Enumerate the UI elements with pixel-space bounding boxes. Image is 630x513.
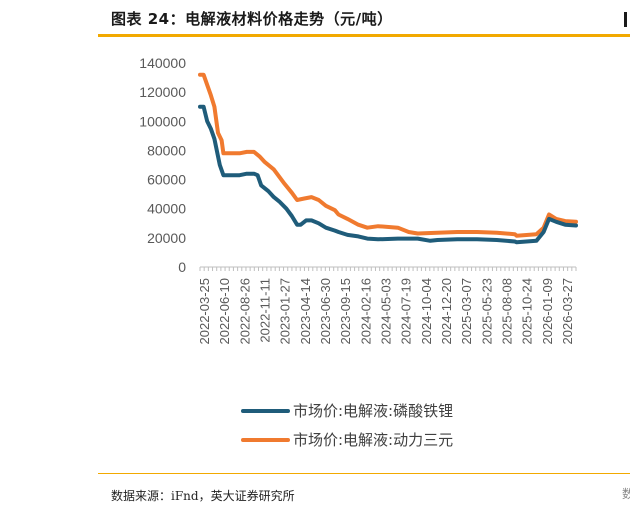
y-tick-label: 40000 [147,201,186,217]
series-line-ncm [198,72,578,238]
x-tick-label: 2024-07-19 [399,278,414,345]
y-tick-label: 80000 [147,142,186,158]
y-axis-labels: 0 20000 40000 60000 80000 100000 120000 140000 [139,55,186,275]
y-tick-label: 0 [178,259,186,275]
cropped-footer-fragment: 数 [622,487,630,501]
x-tick-label: 2022-03-25 [197,278,212,345]
figure-title: 图表 24：电解液材料价格走势（元/吨） [111,10,393,28]
footer-rule [98,473,630,474]
series-line-lfp [198,104,578,245]
legend-label: 市场价:电解液:动力三元 [293,431,453,449]
y-tick-label: 60000 [147,172,186,188]
x-tick-label: 2023-04-14 [298,278,313,345]
x-tick-label: 2022-06-10 [217,278,232,345]
x-tick-label: 2023-09-15 [338,278,353,345]
x-tick-label: 2026-01-09 [540,278,555,345]
x-tick-label: 2024-12-20 [439,278,454,345]
x-tick-label: 2025-10-24 [520,278,535,345]
source-note: 数据来源：iFnd，英大证券研究所 [111,489,295,503]
x-tick-label: 2024-02-16 [358,278,373,345]
x-tick-label: 2025-03-07 [459,278,474,345]
right-edge-marker [624,12,627,27]
x-tick-label: 2022-08-26 [237,278,252,345]
x-axis-labels: 2022-03-25 2022-06-10 2022-08-26 2022-11-11… [197,278,575,345]
x-tick-label: 2025-08-08 [500,278,515,345]
x-axis-ticks [199,267,577,271]
y-tick-label: 20000 [147,230,186,246]
y-tick-label: 120000 [139,84,186,100]
x-tick-label: 2026-03-27 [560,278,575,345]
x-tick-label: 2024-05-03 [379,278,394,345]
title-underline [98,34,630,37]
y-tick-label: 100000 [139,113,186,129]
x-tick-label: 2023-06-30 [318,278,333,345]
x-tick-label: 2022-11-11 [258,278,273,343]
x-tick-label: 2025-05-23 [479,278,494,345]
x-tick-label: 2023-01-27 [278,278,293,345]
series-lines [198,72,578,245]
legend-label: 市场价:电解液:磷酸铁锂 [293,402,453,420]
x-tick-label: 2024-10-04 [419,278,434,345]
y-tick-label: 140000 [139,55,186,71]
